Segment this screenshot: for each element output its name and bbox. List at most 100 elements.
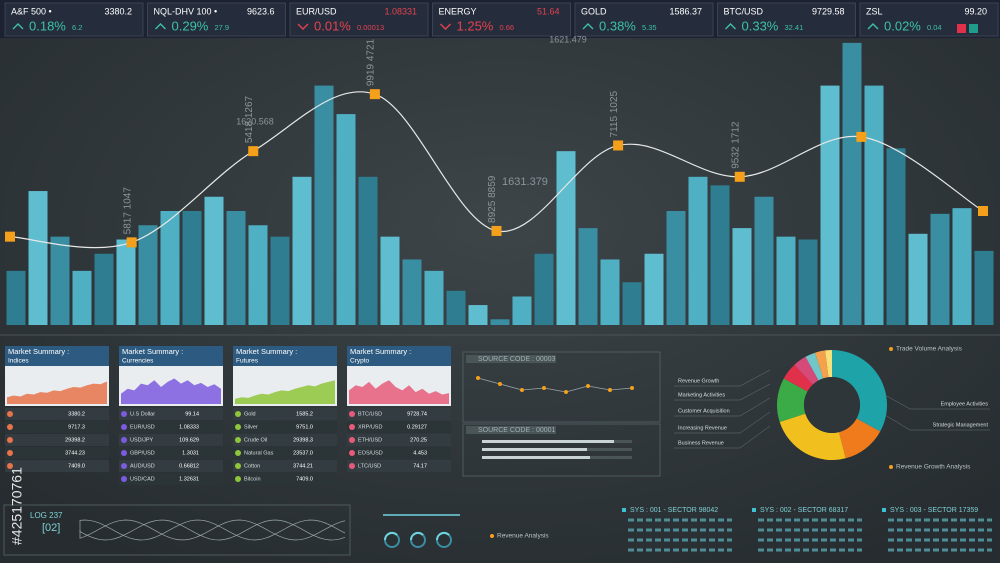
card-title: Market Summary : [122, 347, 183, 356]
ticker-cell [4, 2, 144, 37]
row-value: 3380.2 [68, 411, 85, 417]
bar [776, 236, 796, 325]
log-panel-frame [3, 504, 351, 556]
ticker-cell [147, 2, 286, 37]
row-name: BTC/USD [358, 411, 382, 417]
ticker-name: A&F 500 • [11, 6, 52, 16]
sector-title: SYS : 001 - SECTOR 98042 [630, 507, 718, 514]
row-icon [235, 463, 241, 469]
sector-title: SYS : 002 - SECTOR 68317 [760, 507, 848, 514]
row-icon [235, 476, 241, 482]
bar [556, 151, 576, 325]
ticker-delta: 0.04 [927, 23, 942, 32]
bar [886, 148, 906, 325]
line-marker [126, 237, 137, 248]
ticker-change: 1.25% [457, 18, 494, 33]
row-value: 109.629 [179, 437, 199, 443]
line-marker [248, 146, 259, 157]
card-header [119, 346, 223, 366]
row-bg [233, 460, 337, 472]
donut-label: Customer Acquisition [678, 408, 730, 414]
bar [644, 253, 664, 325]
source-panel-frame [462, 351, 661, 423]
donut-segment [825, 350, 832, 378]
row-value: 29398.3 [293, 437, 313, 443]
line-marker [613, 140, 624, 151]
bar [138, 225, 158, 325]
ticker-delta: 5.35 [642, 23, 657, 32]
row-bg [347, 447, 451, 459]
connector [674, 397, 771, 417]
row-icon [235, 424, 241, 430]
ticker-cell [432, 2, 571, 37]
row-value: 99.14 [185, 411, 199, 417]
bar [94, 253, 114, 325]
content: A&F 500 • 3380.2 0.18% 6.2 NQL-DHV 100 • 9623… [4, 2, 999, 552]
progress-bar [482, 448, 587, 451]
bar [380, 236, 400, 325]
bar [72, 270, 92, 325]
bar [248, 225, 268, 325]
panel-title-bg [466, 355, 556, 363]
line-marker [978, 206, 988, 216]
card-title: Market Summary : [236, 347, 297, 356]
connector [674, 383, 771, 401]
row-bg [5, 447, 109, 459]
ticker-price: 3380.2 [104, 6, 132, 16]
ticker-price: 9729.58 [812, 6, 845, 16]
ticker-price: 99.20 [964, 6, 987, 16]
sector-dot [622, 508, 626, 512]
panel-dot [608, 388, 612, 392]
row-bg [119, 434, 223, 446]
bar [270, 236, 290, 325]
ticker-price: 9623.6 [247, 6, 275, 16]
panel-title: SOURCE CODE : 00003 [478, 356, 556, 363]
bar [446, 290, 466, 325]
card-title: Market Summary : [8, 347, 69, 356]
ticker-change: 0.38% [599, 18, 636, 33]
row-icon [235, 450, 241, 456]
row-bg [5, 421, 109, 433]
gauge-arc [435, 531, 450, 541]
bar [28, 191, 48, 325]
row-value: 1.32631 [179, 476, 199, 482]
card-title: Market Summary : [350, 347, 411, 356]
point-label: 7115 1025 [609, 90, 620, 137]
row-bg [119, 408, 223, 420]
line-marker [734, 171, 745, 182]
connector [674, 411, 771, 434]
row-icon [349, 463, 355, 469]
row-icon [349, 424, 355, 430]
point-label: 8925 8859 [487, 175, 498, 223]
donut-segment [832, 350, 887, 432]
source-panel-frame [462, 423, 661, 477]
row-bg [119, 447, 223, 459]
ticker-delta: 0.66 [500, 23, 515, 32]
row-name: USD/CAD [130, 476, 155, 482]
bar [974, 250, 994, 325]
bar [710, 185, 730, 325]
sector-dot [752, 508, 756, 512]
row-value: 74.17 [413, 463, 427, 469]
revenue-title: Revenue Analysis [497, 533, 549, 540]
bar [842, 42, 862, 325]
floating-label: 1620.568 [236, 116, 274, 126]
row-value: 0.66812 [179, 463, 199, 469]
donut-label: Revenue Growth [678, 378, 719, 384]
title-dot [889, 347, 893, 351]
card-area [121, 378, 221, 404]
line-marker [856, 131, 867, 142]
row-name: EUR/USD [130, 424, 155, 430]
trend-arrow [155, 23, 166, 30]
row-value: 7409.0 [296, 476, 313, 482]
panel-dot [476, 376, 480, 380]
donut-label: Employee Activities [941, 401, 989, 407]
bar [160, 211, 180, 325]
trend-arrow [297, 23, 309, 30]
row-name: Silver [244, 424, 258, 430]
connector [884, 394, 990, 410]
bar [226, 211, 246, 325]
ticker-name: GOLD [581, 6, 607, 16]
bar [358, 176, 378, 325]
connector [884, 414, 990, 431]
